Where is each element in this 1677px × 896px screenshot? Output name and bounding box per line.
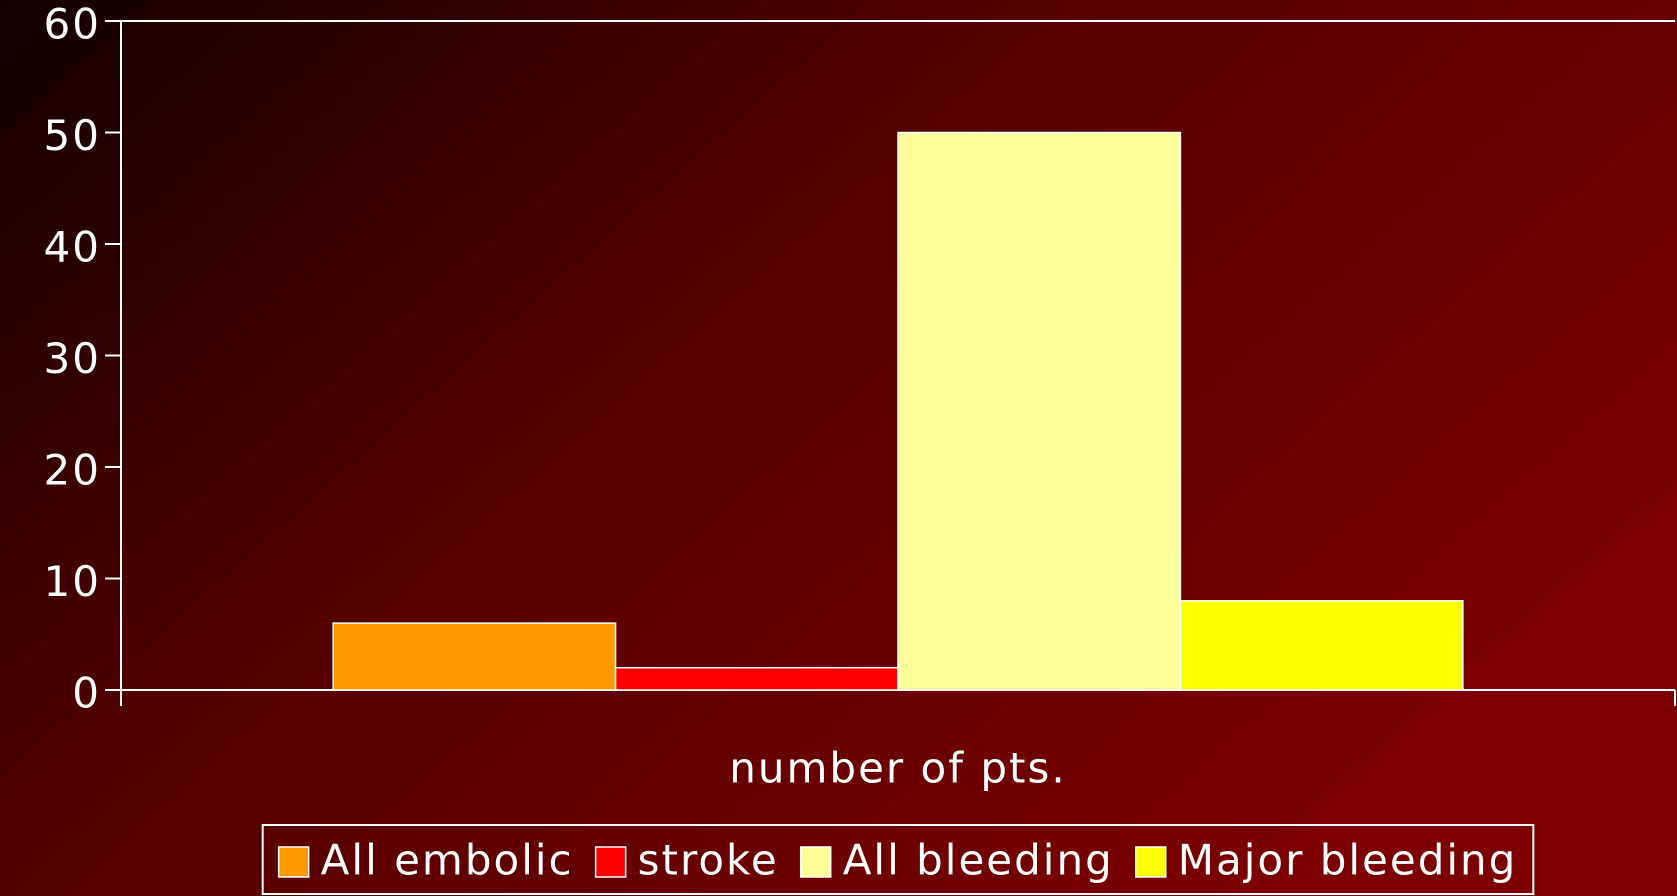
y-tick-label: 40 — [44, 223, 101, 272]
y-tick-label: 10 — [44, 557, 101, 606]
legend-swatch — [277, 846, 310, 878]
y-tick-label: 20 — [44, 446, 101, 495]
y-tick-label: 60 — [44, 0, 101, 49]
legend-box — [261, 824, 1535, 895]
bar — [332, 622, 617, 691]
bar — [1179, 600, 1464, 691]
y-tick-label: 50 — [44, 111, 101, 160]
legend-label: stroke — [638, 836, 779, 885]
y-tick-label: 0 — [72, 669, 101, 718]
bar — [614, 666, 899, 691]
legend-label: All bleeding — [843, 836, 1114, 885]
legend-swatch — [799, 846, 832, 878]
y-tick-label: 30 — [44, 334, 101, 383]
legend-label: Major bleeding — [1178, 836, 1518, 885]
legend-label: All embolic — [321, 836, 574, 885]
x-tick-label: number of pts. — [729, 744, 1066, 793]
legend-swatch — [594, 846, 627, 878]
bar — [897, 131, 1182, 691]
legend-swatch — [1135, 846, 1167, 878]
